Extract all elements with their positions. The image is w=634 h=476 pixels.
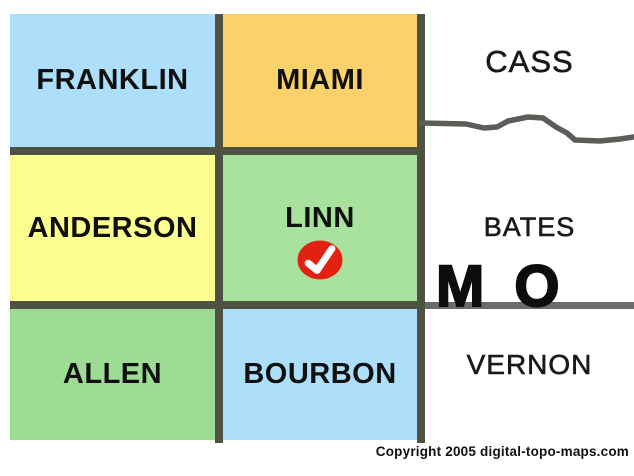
county-label-vernon: VERNON	[466, 349, 593, 381]
copyright-text: Copyright 2005 digital-topo-maps.com	[375, 444, 629, 459]
state-line-left-segment	[10, 301, 425, 309]
county-cell-allen[interactable]: ALLEN	[10, 309, 215, 440]
county-cell-linn[interactable]: LINN	[223, 155, 417, 301]
county-border-vertical-left	[215, 14, 223, 443]
county-label-linn: LINN	[285, 201, 355, 234]
check-marker-icon	[297, 240, 343, 279]
county-label-bourbon: BOURBON	[243, 358, 397, 390]
county-cell-anderson[interactable]: ANDERSON	[10, 155, 215, 301]
county-label-allen: ALLEN	[62, 358, 163, 390]
county-cell-miami[interactable]: MIAMI	[223, 14, 417, 147]
county-border-horizontal-top	[10, 147, 425, 155]
county-label-bates: BATES	[483, 212, 576, 243]
county-label-franklin: FRANKLIN	[36, 64, 189, 96]
county-cell-franklin[interactable]: FRANKLIN	[10, 14, 215, 147]
state-label-mo: M O	[435, 254, 567, 319]
county-label-miami: MIAMI	[276, 64, 364, 96]
county-label-anderson: ANDERSON	[27, 211, 198, 244]
state-line-right-segment	[425, 302, 634, 309]
county-cell-bourbon[interactable]: BOURBON	[223, 309, 417, 440]
county-label-cass: CASS	[485, 44, 574, 80]
county-border-vertical-right	[417, 14, 425, 443]
